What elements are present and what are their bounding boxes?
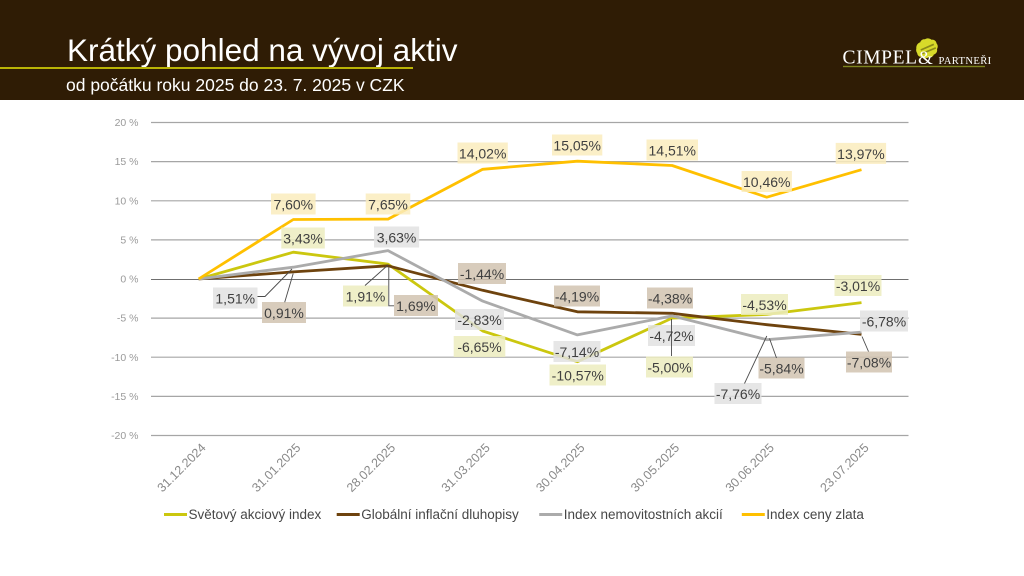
svg-text:-7,76%: -7,76% <box>716 386 760 402</box>
svg-text:31.01.2025: 31.01.2025 <box>249 441 303 495</box>
svg-text:-15 %: -15 % <box>111 391 138 403</box>
svg-text:14,51%: 14,51% <box>649 143 696 159</box>
svg-text:1,91%: 1,91% <box>346 289 386 305</box>
svg-text:Index ceny zlata: Index ceny zlata <box>766 507 864 522</box>
svg-text:CIMPEL: CIMPEL <box>843 47 918 68</box>
svg-text:-6,78%: -6,78% <box>862 314 906 330</box>
svg-text:10,46%: 10,46% <box>743 174 790 190</box>
svg-text:14,02%: 14,02% <box>459 146 506 162</box>
svg-text:1,69%: 1,69% <box>396 298 436 314</box>
svg-text:-10,57%: -10,57% <box>552 368 604 384</box>
svg-text:7,65%: 7,65% <box>368 197 408 213</box>
svg-text:10 %: 10 % <box>115 195 139 207</box>
svg-text:5 %: 5 % <box>120 235 138 247</box>
svg-text:-2,83%: -2,83% <box>457 312 501 328</box>
svg-text:20 %: 20 % <box>115 117 139 129</box>
svg-text:-4,19%: -4,19% <box>555 289 599 305</box>
svg-text:28.02.2025: 28.02.2025 <box>344 441 398 495</box>
svg-text:Světový akciový index: Světový akciový index <box>189 507 322 522</box>
svg-text:0 %: 0 % <box>120 274 138 286</box>
svg-text:Index nemovitostních akcií: Index nemovitostních akcií <box>564 507 723 522</box>
svg-text:15 %: 15 % <box>115 156 139 168</box>
svg-text:-20 %: -20 % <box>111 430 138 442</box>
svg-text:-5 %: -5 % <box>117 313 139 325</box>
svg-text:30.05.2025: 30.05.2025 <box>628 441 682 495</box>
svg-text:-4,72%: -4,72% <box>649 328 693 344</box>
svg-text:PARTNEŘI: PARTNEŘI <box>939 55 992 67</box>
svg-text:-6,65%: -6,65% <box>457 339 501 355</box>
svg-text:30.06.2025: 30.06.2025 <box>723 441 777 495</box>
svg-text:Globální inflační dluhopisy: Globální inflační dluhopisy <box>361 507 519 522</box>
svg-text:31.12.2024: 31.12.2024 <box>155 441 209 495</box>
svg-text:3,63%: 3,63% <box>377 230 417 246</box>
svg-text:1,51%: 1,51% <box>215 291 255 307</box>
svg-text:-4,53%: -4,53% <box>742 297 786 313</box>
svg-text:31.03.2025: 31.03.2025 <box>439 441 493 495</box>
svg-text:-3,01%: -3,01% <box>836 278 880 294</box>
svg-text:7,60%: 7,60% <box>273 197 313 213</box>
svg-text:-1,44%: -1,44% <box>460 266 504 282</box>
svg-text:-5,00%: -5,00% <box>647 360 691 376</box>
svg-text:-5,84%: -5,84% <box>759 361 803 377</box>
svg-text:-10 %: -10 % <box>111 352 138 364</box>
svg-text:-7,08%: -7,08% <box>847 355 891 371</box>
svg-text:30.04.2025: 30.04.2025 <box>533 441 587 495</box>
svg-text:15,05%: 15,05% <box>553 138 600 154</box>
svg-text:3,43%: 3,43% <box>283 231 323 247</box>
svg-text:0,91%: 0,91% <box>264 305 304 321</box>
svg-text:23.07.2025: 23.07.2025 <box>817 441 871 495</box>
svg-text:-4,38%: -4,38% <box>648 291 692 307</box>
svg-text:-7,14%: -7,14% <box>555 344 599 360</box>
svg-text:&: & <box>918 48 933 69</box>
svg-text:13,97%: 13,97% <box>837 146 884 162</box>
